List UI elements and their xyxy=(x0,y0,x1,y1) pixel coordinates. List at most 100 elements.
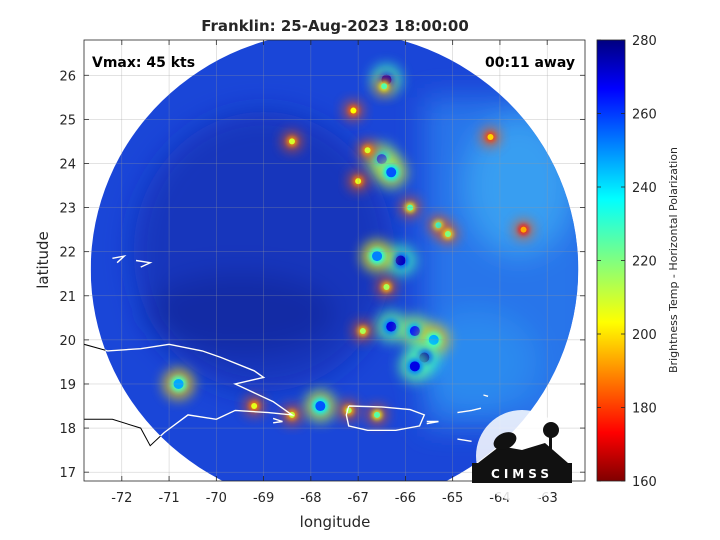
chart-title: Franklin: 25-Aug-2023 18:00:00 xyxy=(201,17,469,35)
cell-core xyxy=(350,107,357,114)
x-tick-label: -66 xyxy=(395,491,416,506)
coast-inside-swath xyxy=(112,254,127,264)
cell-core xyxy=(374,411,381,418)
coast-inside-swath xyxy=(345,405,426,431)
colorbar-tick-label: 180 xyxy=(632,402,657,417)
logo-text: CIMSS xyxy=(491,467,553,481)
cold-cell xyxy=(367,404,388,425)
cold-cell xyxy=(338,400,359,421)
cell-core xyxy=(386,321,397,332)
coast-outline-light xyxy=(345,405,426,431)
y-tick-label: 17 xyxy=(59,466,76,481)
y-tick-label: 22 xyxy=(59,246,76,261)
cold-cell xyxy=(374,76,395,97)
cold-cell xyxy=(437,224,458,245)
logo-tower-top xyxy=(543,422,559,438)
cold-cell xyxy=(398,350,431,383)
coastline-caicos xyxy=(112,254,127,264)
cell-core xyxy=(359,328,366,335)
cold-cell xyxy=(376,276,397,297)
colorbar-tick-label: 240 xyxy=(632,181,657,196)
axes-frame xyxy=(83,39,586,482)
colorbar-tick-label: 260 xyxy=(632,108,657,123)
x-tick-label: -68 xyxy=(300,491,321,506)
coast-outline-light xyxy=(135,259,153,268)
colorbar xyxy=(596,39,626,482)
cold-cell xyxy=(281,131,302,152)
coastline-anegada xyxy=(483,394,489,397)
cold-cell xyxy=(513,219,534,240)
y-tick-label: 25 xyxy=(59,113,76,128)
microwave-swath xyxy=(90,40,579,481)
coastline-hispaniola xyxy=(84,341,295,447)
cell-core xyxy=(364,147,371,154)
cell-core xyxy=(487,134,494,141)
cold-cell xyxy=(375,156,408,189)
cimss-logo: CIMSS xyxy=(472,410,572,502)
colorbar-label: Brightness Temp - Horizontal Polarizatio… xyxy=(667,147,680,373)
cell-core xyxy=(372,251,383,262)
coastline-puerto-rico xyxy=(345,405,426,431)
y-tick-label: 24 xyxy=(59,157,76,172)
coast-outline-light xyxy=(457,407,482,414)
logo-tower xyxy=(549,430,552,460)
coastlines xyxy=(84,254,489,447)
cell-core xyxy=(409,326,420,337)
cell-core xyxy=(444,231,451,238)
coastline-st-croix xyxy=(457,438,472,442)
cold-cell xyxy=(384,244,417,277)
colorbar-tick-label: 160 xyxy=(632,475,657,490)
coast-inside-swath xyxy=(457,438,472,442)
logo-bar xyxy=(472,463,572,483)
cold-cell xyxy=(375,310,408,343)
cold-cell xyxy=(343,100,364,121)
colorbar-tick-label: 200 xyxy=(632,328,657,343)
y-tick-label: 23 xyxy=(59,202,76,217)
x-tick-label: -72 xyxy=(111,491,132,506)
vmax-annotation: Vmax: 45 kts xyxy=(92,55,195,71)
coast-outline-light xyxy=(112,254,127,264)
y-tick-label: 18 xyxy=(59,422,76,437)
cell-core xyxy=(381,83,388,90)
coastline-vieques xyxy=(426,420,439,425)
cold-cell xyxy=(352,321,373,342)
y-tick-label: 26 xyxy=(59,69,76,84)
cell-core xyxy=(386,167,397,178)
cold-cells xyxy=(162,63,534,425)
x-tick-label: -65 xyxy=(442,491,463,506)
y-tick-label: 19 xyxy=(59,378,76,393)
coast-inside-swath xyxy=(426,420,439,425)
coast-outline-light xyxy=(457,438,472,442)
coastline-turks xyxy=(135,259,153,268)
coastline-virgin-islands xyxy=(457,407,482,414)
cold-cell xyxy=(361,240,394,273)
coast-outline-light xyxy=(483,394,489,397)
colorbar-tick-label: 280 xyxy=(632,34,657,49)
cell-core xyxy=(395,255,406,266)
x-tick-label: -70 xyxy=(206,491,227,506)
y-tick-label: 21 xyxy=(59,290,76,305)
y-axis-label: latitude xyxy=(34,231,52,289)
cold-cell xyxy=(244,396,265,417)
cell-core xyxy=(315,401,326,412)
colorbar-ticks: 160 180 200 220 240 260 280 xyxy=(597,34,657,490)
x-axis-label: longitude xyxy=(300,513,371,531)
cell-core xyxy=(383,283,390,290)
coastline-saona xyxy=(272,417,283,424)
x-tick-label: -71 xyxy=(158,491,179,506)
cold-cell xyxy=(304,390,337,423)
x-tick-label: -69 xyxy=(253,491,274,506)
dark-band xyxy=(144,273,335,354)
cell-core xyxy=(520,226,527,233)
cell-core xyxy=(435,222,442,229)
coast-inside-swath xyxy=(483,394,489,397)
time-offset-annotation: 00:11 away xyxy=(485,55,575,71)
cold-cell xyxy=(357,140,378,161)
coast-outline-light xyxy=(426,420,439,425)
grid xyxy=(84,40,585,481)
logo-dish xyxy=(493,432,517,450)
cold-cell xyxy=(480,127,501,148)
coast-inside-swath xyxy=(272,417,283,424)
x-tick-label: -67 xyxy=(348,491,369,506)
